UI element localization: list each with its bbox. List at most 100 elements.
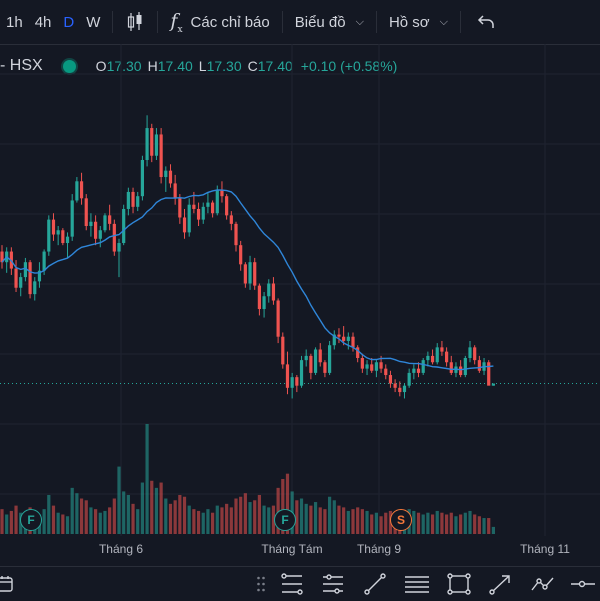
- volume-bar: [435, 510, 439, 534]
- candles-style-button[interactable]: [119, 0, 151, 44]
- candle-body: [313, 349, 318, 373]
- profile-label: Hồ sơ: [388, 13, 430, 31]
- drag-handle-icon[interactable]: [248, 571, 274, 597]
- interval-1h[interactable]: 1h: [6, 13, 23, 31]
- candle-body: [477, 360, 481, 371]
- time-axis: Tháng 6 Tháng Tám Tháng 9 Tháng 11: [0, 536, 600, 562]
- volume-bar: [70, 487, 74, 534]
- volume-bar: [187, 505, 191, 534]
- candle-body: [257, 285, 261, 310]
- path-tool-icon[interactable]: [530, 571, 556, 597]
- volume-bar: [360, 509, 364, 534]
- volume-bar: [94, 509, 98, 534]
- open-key: O: [95, 58, 107, 74]
- candle-body: [47, 219, 51, 252]
- volume-bar: [318, 507, 322, 534]
- change-value: +0.10 (+0.58%): [300, 58, 398, 74]
- profile-dropdown[interactable]: Hồ sơ ⌵: [383, 0, 454, 44]
- candle-body: [168, 170, 173, 184]
- candle-body: [140, 160, 144, 197]
- candle-body: [23, 262, 27, 278]
- volume-bar: [309, 505, 313, 534]
- arrow-tool-icon[interactable]: [488, 571, 514, 597]
- volume-bar: [79, 498, 84, 534]
- volume-bar: [482, 518, 486, 534]
- candle-body: [281, 336, 285, 365]
- volume-bar: [168, 503, 173, 534]
- interval-d[interactable]: D: [63, 13, 75, 31]
- volume-bar: [75, 493, 79, 534]
- price-chart[interactable]: [0, 44, 600, 536]
- volume-bar: [225, 503, 229, 534]
- candle-body: [126, 191, 130, 209]
- open-value: 17.30: [106, 58, 142, 74]
- rectangle-icon[interactable]: [446, 571, 472, 597]
- candle-body: [28, 262, 32, 295]
- high-value: 17.40: [157, 58, 193, 74]
- candle-body: [150, 128, 154, 156]
- event-marker-f-2[interactable]: F: [274, 509, 296, 531]
- candle-body: [187, 204, 191, 233]
- candle-body: [98, 230, 102, 239]
- candle-body: [84, 198, 88, 226]
- volume-bar: [459, 514, 463, 534]
- candle-body: [440, 347, 444, 352]
- volume-bar: [14, 505, 18, 534]
- candle-body: [225, 196, 229, 216]
- ohlc-legend: - HSX O 17.30 H 17.40 L 17.30 C 17.40 +0.10 …: [0, 52, 397, 80]
- candle-body: [276, 300, 280, 337]
- horizontal-lines-icon[interactable]: [404, 571, 430, 597]
- candle-body: [309, 355, 313, 373]
- toolbar-separator: [375, 11, 377, 33]
- fib-tool-icon[interactable]: [279, 571, 305, 597]
- event-marker-f-1[interactable]: F: [20, 509, 42, 531]
- interval-4h[interactable]: 4h: [34, 13, 52, 31]
- event-marker-s[interactable]: S: [390, 509, 412, 531]
- candle-body: [304, 355, 308, 361]
- volume-bar: [449, 512, 453, 534]
- candle-body: [323, 362, 327, 373]
- undo-icon: [477, 15, 494, 28]
- horizontal-ray-icon[interactable]: [570, 571, 596, 597]
- function-icon: fx: [170, 9, 183, 35]
- chart-type-dropdown[interactable]: Biểu đồ ⌵: [289, 0, 370, 44]
- market-status-dot: [62, 59, 76, 73]
- candle-body: [346, 336, 350, 341]
- volume-bar: [126, 494, 130, 534]
- toolbar-separator: [112, 11, 114, 33]
- volume-bar: [262, 505, 266, 534]
- candle-body: [473, 347, 477, 361]
- candle-body: [117, 243, 121, 252]
- volume-bar: [108, 507, 112, 534]
- candle-body: [407, 372, 411, 386]
- trend-line-icon[interactable]: [362, 571, 388, 597]
- candle-body: [374, 362, 378, 371]
- volume-bar: [430, 514, 435, 534]
- volume-bar: [159, 482, 163, 534]
- volume-bar: [313, 502, 318, 534]
- candle-body: [248, 262, 252, 284]
- candle-body: [435, 347, 439, 363]
- candle-body: [79, 181, 84, 199]
- volume-bar: [51, 505, 56, 534]
- symbol-label[interactable]: - HSX: [0, 57, 43, 74]
- candle-body: [178, 198, 182, 218]
- volume-bar: [65, 516, 70, 534]
- volume-bar: [351, 509, 355, 534]
- undo-button[interactable]: [467, 0, 501, 44]
- parallel-channel-icon[interactable]: [320, 571, 346, 597]
- volume-bar: [192, 509, 196, 534]
- interval-w[interactable]: W: [86, 13, 101, 31]
- candle-body: [487, 362, 491, 386]
- calendar-icon[interactable]: [0, 571, 18, 597]
- volume-bar: [426, 512, 430, 534]
- volume-bar: [374, 512, 378, 534]
- volume-bar: [477, 516, 481, 534]
- volume-bar: [229, 507, 233, 534]
- x-tick-label: Tháng 9: [356, 542, 402, 556]
- candle-body: [449, 362, 453, 373]
- volume-bar: [178, 494, 182, 534]
- candle-body: [360, 358, 364, 369]
- candle-body: [51, 219, 56, 235]
- indicators-button[interactable]: fx Các chỉ báo: [164, 0, 275, 44]
